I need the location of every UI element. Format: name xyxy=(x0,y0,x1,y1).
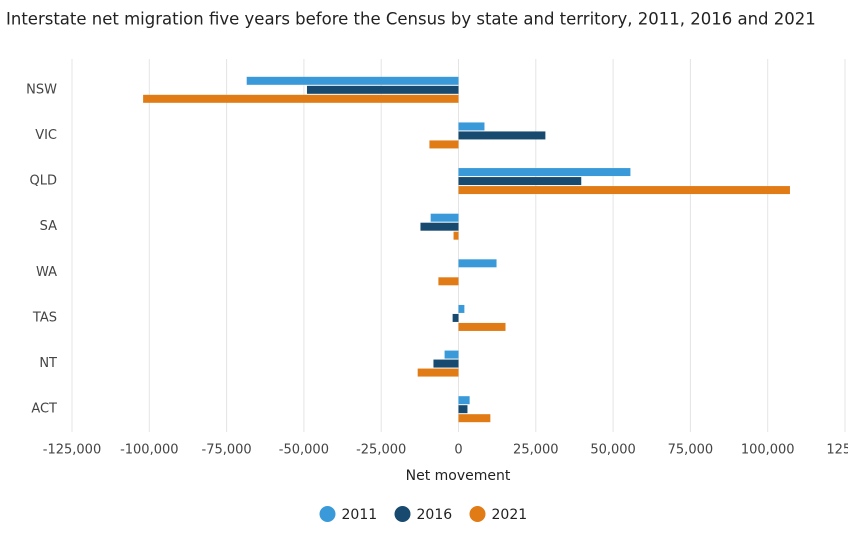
legend-marker xyxy=(319,506,336,522)
bar xyxy=(444,350,459,359)
x-tick-label: -50,000 xyxy=(279,443,329,458)
x-tick-label: -25,000 xyxy=(356,443,406,458)
y-tick-label: NSW xyxy=(26,82,57,97)
legend-label: 2016 xyxy=(417,507,453,523)
bar xyxy=(458,177,582,186)
bar xyxy=(458,259,497,268)
x-tick-label: 125... xyxy=(826,443,848,458)
bar xyxy=(417,368,459,377)
legend-marker xyxy=(394,506,411,522)
x-tick-label: 75,000 xyxy=(668,443,714,458)
bar xyxy=(458,304,465,313)
x-tick-label: 100,000 xyxy=(741,443,795,458)
bar xyxy=(458,186,790,195)
bar xyxy=(458,405,468,414)
y-tick-label: ACT xyxy=(31,402,57,417)
bar xyxy=(306,85,459,94)
x-tick-label: -75,000 xyxy=(202,443,252,458)
chart-title: Interstate net migration five years befo… xyxy=(6,10,816,29)
bar xyxy=(458,396,470,405)
y-tick-label: SA xyxy=(40,219,57,234)
bar xyxy=(438,277,459,286)
x-axis-label: Net movement xyxy=(406,468,511,484)
x-tick-label: -125,000 xyxy=(43,443,101,458)
bar xyxy=(246,76,459,85)
y-tick-label: NT xyxy=(39,356,57,371)
y-tick-label: QLD xyxy=(30,174,58,189)
legend-marker xyxy=(469,506,486,522)
bar xyxy=(143,94,459,103)
bar xyxy=(429,140,459,149)
legend-label: 2021 xyxy=(492,507,528,523)
x-tick-label: 0 xyxy=(454,443,462,458)
bar xyxy=(420,222,459,231)
y-tick-label: VIC xyxy=(35,128,57,143)
bar xyxy=(453,231,459,240)
y-tick-label: TAS xyxy=(32,310,57,325)
bar xyxy=(433,359,459,368)
legend-label: 2011 xyxy=(342,507,378,523)
bar xyxy=(458,122,485,131)
x-tick-label: 50,000 xyxy=(590,443,636,458)
bar xyxy=(458,414,491,423)
bar xyxy=(452,313,459,322)
bar xyxy=(458,322,506,331)
bar xyxy=(430,213,459,222)
x-tick-label: 25,000 xyxy=(513,443,559,458)
y-tick-label: WA xyxy=(36,265,57,280)
bar xyxy=(458,131,546,140)
x-tick-label: -100,000 xyxy=(120,443,178,458)
bar xyxy=(458,168,631,177)
